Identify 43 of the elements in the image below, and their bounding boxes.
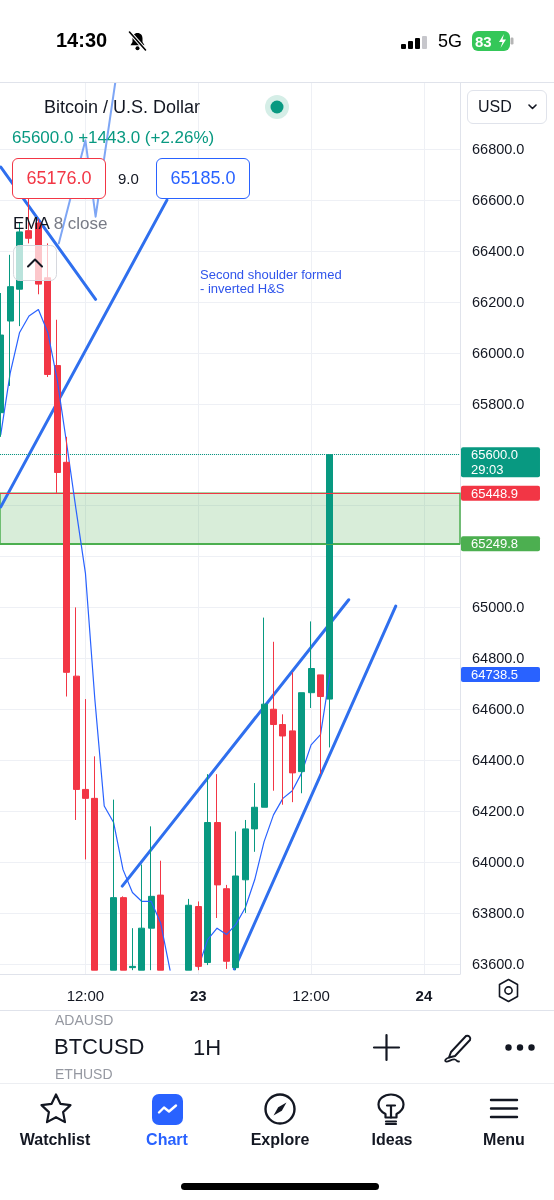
text: 83 xyxy=(475,33,492,51)
text: 1H xyxy=(193,1035,222,1061)
y-tick-label: 64600.0 xyxy=(472,701,525,718)
y-tick-label: 66800.0 xyxy=(472,141,525,158)
annotation: Second shoulder formed - inverted H&S xyxy=(200,267,342,296)
y-tick-label: 66400.0 xyxy=(472,243,525,260)
annotation: 65176.0 xyxy=(26,168,92,189)
y-tick-label: 63800.0 xyxy=(472,904,525,921)
y-tick-label: 64200.0 xyxy=(472,803,525,820)
y-tick-label: 66600.0 xyxy=(472,192,525,209)
text: Chart xyxy=(146,1131,188,1150)
y-tick-label: 66200.0 xyxy=(472,293,525,310)
price-box: 65176.0 xyxy=(12,158,106,199)
x-tick-label: 24 xyxy=(415,987,433,1004)
y-tick-label: 64800.0 xyxy=(472,650,525,667)
text: Menu xyxy=(483,1131,525,1150)
text: 65600.0 +1443.0 (+2.26%) xyxy=(12,128,215,148)
text: 64738.5 xyxy=(461,666,540,682)
y-tick-label: 64400.0 xyxy=(472,752,525,769)
y-tick-label: 66000.0 xyxy=(472,344,525,361)
text: 14:30 xyxy=(56,29,108,52)
text: ETHUSD xyxy=(55,1066,113,1083)
text: ADAUSD xyxy=(55,1012,114,1029)
ref-line-label: 65600.0 29:03 xyxy=(471,447,518,478)
y-tick-label: 63600.0 xyxy=(472,955,525,972)
text: Watchlist xyxy=(19,1131,91,1150)
text: BTCUSD xyxy=(54,1034,145,1060)
price-box: 65185.0 xyxy=(156,158,250,199)
annotation: 65185.0 xyxy=(170,168,236,189)
text: Bitcoin / U.S. Dollar xyxy=(44,97,201,118)
y-tick-label: 65800.0 xyxy=(472,395,525,412)
annotation: 9.0 xyxy=(118,170,139,188)
dropdown-box: USD xyxy=(467,90,547,124)
x-tick-label: 12:00 xyxy=(66,987,105,1004)
x-tick-label: 23 xyxy=(189,987,207,1004)
y-tick-label: 64000.0 xyxy=(472,853,525,870)
text: Ideas xyxy=(371,1131,413,1150)
y-tick-label: 65000.0 xyxy=(472,599,525,616)
x-tick-label: 12:00 xyxy=(292,987,330,1004)
ref-line-label: 65448.9 xyxy=(471,485,518,501)
text: Explore xyxy=(250,1131,310,1150)
text: 5G xyxy=(438,31,463,52)
ref-line-label: 65249.8 xyxy=(471,536,518,552)
